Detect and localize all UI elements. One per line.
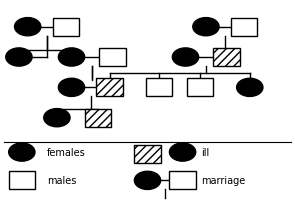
Text: marriage: marriage	[201, 175, 246, 185]
Circle shape	[172, 49, 199, 67]
Bar	[85, 109, 111, 127]
Text: males: males	[47, 175, 76, 185]
Bar	[53, 19, 79, 37]
Circle shape	[6, 49, 32, 67]
Circle shape	[193, 19, 219, 37]
Circle shape	[237, 79, 263, 97]
Text: females: females	[47, 147, 86, 157]
Bar	[169, 171, 196, 190]
Bar	[134, 145, 161, 163]
Circle shape	[14, 19, 41, 37]
Bar	[146, 79, 172, 97]
Circle shape	[134, 171, 161, 190]
Circle shape	[9, 143, 35, 161]
Text: ill: ill	[201, 147, 210, 157]
Bar	[134, 145, 161, 163]
Bar	[96, 79, 123, 97]
Bar	[231, 19, 257, 37]
Bar	[213, 49, 240, 67]
Bar	[9, 171, 35, 190]
Bar	[213, 49, 240, 67]
Circle shape	[169, 143, 196, 161]
Bar	[85, 109, 111, 127]
Bar	[96, 79, 123, 97]
Circle shape	[58, 49, 85, 67]
Circle shape	[58, 79, 85, 97]
Circle shape	[44, 109, 70, 127]
Bar	[187, 79, 213, 97]
Bar	[99, 49, 126, 67]
